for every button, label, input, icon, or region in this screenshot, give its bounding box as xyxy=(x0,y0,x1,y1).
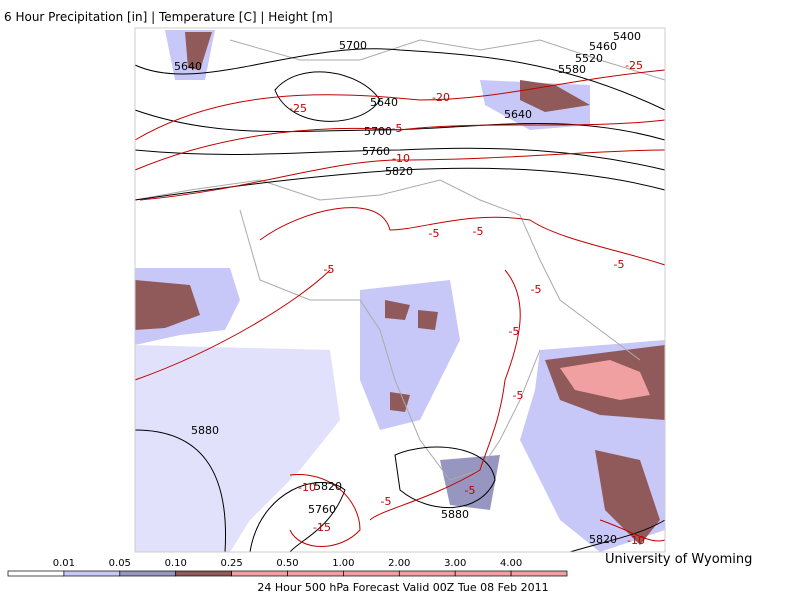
temperature-label: -10 xyxy=(392,152,410,165)
colorbar-label: 0.50 xyxy=(276,558,298,569)
borders xyxy=(134,39,666,481)
height-label: 5640 xyxy=(504,108,532,121)
colorbar-segment xyxy=(398,570,456,577)
temperature-label: -25 xyxy=(289,102,307,115)
temperature-label: -5 xyxy=(614,258,625,271)
height-label: 5700 xyxy=(339,39,367,52)
temperature-label: -5 xyxy=(392,122,403,135)
colorbar-label: 2.00 xyxy=(388,558,410,569)
caption: 24 Hour 500 hPa Forecast Valid 00Z Tue 0… xyxy=(257,581,548,594)
colorbar-segment xyxy=(454,570,512,577)
height-label: 5820 xyxy=(385,165,413,178)
title: 6 Hour Precipitation [in] | Temperature … xyxy=(4,10,333,24)
temperature-label: -25 xyxy=(625,59,643,72)
colorbar-segment xyxy=(7,570,65,577)
colorbar-label: 0.10 xyxy=(165,558,187,569)
height-label: 5760 xyxy=(362,145,390,158)
temperature-label: -5 xyxy=(513,389,524,402)
colorbar-label: 0.05 xyxy=(109,558,131,569)
colorbar-label: 0.25 xyxy=(220,558,242,569)
temperature-label: -5 xyxy=(381,495,392,508)
colorbar-segment xyxy=(175,570,232,577)
contour-labels: 5700 5640 5640 5700 5760 5820 5400546055205580… xyxy=(174,30,645,547)
temperature-label: -5 xyxy=(324,263,335,276)
temperature-label: -5 xyxy=(429,227,440,240)
precip xyxy=(135,30,665,552)
temperature-label: -20 xyxy=(432,91,450,104)
height-label: 5640 xyxy=(370,96,398,109)
credit: University of Wyoming xyxy=(605,552,752,567)
height-label: 5460 xyxy=(589,40,617,53)
temperature-contours xyxy=(134,69,666,547)
height-label: 5880 xyxy=(441,508,469,521)
colorbar: 0.01 0.05 0.10 0.25 0.50 1.00 2.00 3.00 4.00 xyxy=(7,558,568,577)
colorbar-segment xyxy=(510,570,568,577)
map-area xyxy=(134,27,666,553)
colorbar-label: 0.01 xyxy=(53,558,75,569)
colorbar-label: 1.00 xyxy=(332,558,354,569)
height-label: 5580 xyxy=(558,63,586,76)
temperature-label: -10 xyxy=(298,481,316,494)
height-label: 5400 xyxy=(613,30,641,43)
height-label: 5880 xyxy=(191,424,219,437)
temperature-label: -5 xyxy=(473,225,484,238)
colorbar-label: 3.00 xyxy=(444,558,466,569)
temperature-label: -5 xyxy=(531,283,542,296)
height-label: 5820 xyxy=(589,533,617,546)
height-label: 5640 xyxy=(174,60,202,73)
temperature-label: -10 xyxy=(627,534,645,547)
temperature-label: -5 xyxy=(509,325,520,338)
height-label: 5760 xyxy=(308,503,336,516)
temperature-label: -15 xyxy=(313,521,331,534)
map-frame xyxy=(134,27,666,553)
colorbar-segment xyxy=(119,570,177,577)
height-label: 5520 xyxy=(575,52,603,65)
colorbar-segment xyxy=(287,570,344,577)
colorbar-segment xyxy=(343,570,400,577)
colorbar-segment xyxy=(63,570,121,577)
colorbar-segment xyxy=(231,570,288,577)
height-label: 5700 xyxy=(364,125,392,138)
temperature-label: -5 xyxy=(465,484,476,497)
height-label: 5820 xyxy=(314,480,342,493)
colorbar-label: 4.00 xyxy=(500,558,522,569)
